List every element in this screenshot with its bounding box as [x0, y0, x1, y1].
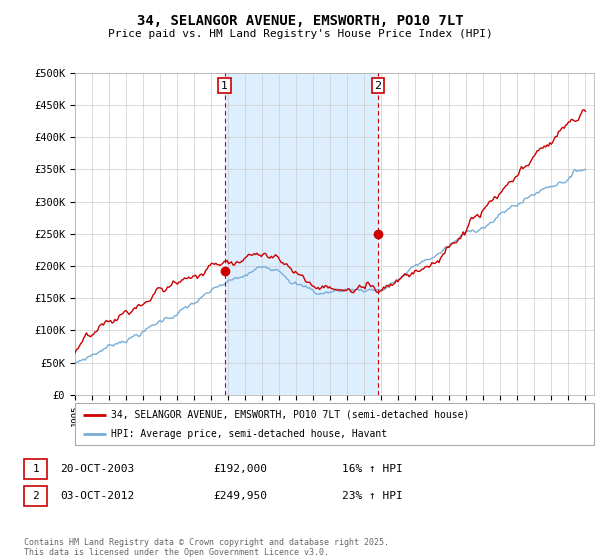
Text: 03-OCT-2012: 03-OCT-2012: [60, 491, 134, 501]
Text: 16% ↑ HPI: 16% ↑ HPI: [342, 464, 403, 474]
Text: £249,950: £249,950: [214, 491, 268, 501]
FancyBboxPatch shape: [24, 486, 47, 506]
Text: 23% ↑ HPI: 23% ↑ HPI: [342, 491, 403, 501]
Text: 20-OCT-2003: 20-OCT-2003: [60, 464, 134, 474]
Text: 34, SELANGOR AVENUE, EMSWORTH, PO10 7LT: 34, SELANGOR AVENUE, EMSWORTH, PO10 7LT: [137, 14, 463, 28]
Text: 1: 1: [221, 81, 228, 91]
Text: 2: 2: [32, 491, 39, 501]
Text: 2: 2: [374, 81, 382, 91]
Bar: [225, 73, 378, 395]
Text: 34, SELANGOR AVENUE, EMSWORTH, PO10 7LT (semi-detached house): 34, SELANGOR AVENUE, EMSWORTH, PO10 7LT …: [112, 409, 470, 419]
Text: £192,000: £192,000: [214, 464, 268, 474]
FancyBboxPatch shape: [24, 459, 47, 479]
FancyBboxPatch shape: [75, 403, 594, 445]
Text: HPI: Average price, semi-detached house, Havant: HPI: Average price, semi-detached house,…: [112, 429, 388, 439]
Text: Price paid vs. HM Land Registry's House Price Index (HPI): Price paid vs. HM Land Registry's House …: [107, 29, 493, 39]
Text: 1: 1: [32, 464, 39, 474]
Text: Contains HM Land Registry data © Crown copyright and database right 2025.
This d: Contains HM Land Registry data © Crown c…: [24, 538, 389, 557]
